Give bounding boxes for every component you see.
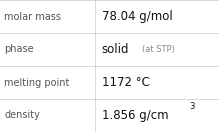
Text: molar mass: molar mass (4, 11, 61, 22)
Text: 1.856 g/cm: 1.856 g/cm (102, 109, 168, 122)
Text: solid: solid (102, 43, 129, 56)
Text: 78.04 g/mol: 78.04 g/mol (102, 10, 173, 23)
Text: 1172 °C: 1172 °C (102, 76, 150, 89)
Text: (at STP): (at STP) (142, 45, 175, 54)
Text: density: density (4, 110, 40, 121)
Text: 3: 3 (189, 102, 194, 111)
Text: melting point: melting point (4, 77, 70, 88)
Text: phase: phase (4, 44, 34, 55)
